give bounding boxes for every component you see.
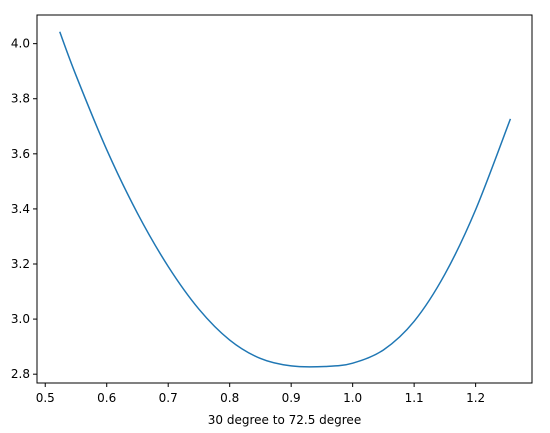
y-tick-label: 3.2 xyxy=(11,257,30,271)
y-axis: 2.8 3.0 3.2 3.4 3.6 3.8 4.0 xyxy=(11,37,37,381)
x-tick-label: 0.7 xyxy=(159,391,178,405)
x-tick-label: 1.2 xyxy=(466,391,485,405)
x-tick-label: 0.9 xyxy=(282,391,301,405)
plot-area xyxy=(59,31,512,368)
series-line xyxy=(59,31,512,368)
plot-frame xyxy=(36,14,533,384)
y-tick-label: 3.0 xyxy=(11,312,30,326)
x-tick-label: 1.1 xyxy=(405,391,424,405)
y-tick-label: 2.8 xyxy=(11,367,30,381)
y-tick-label: 3.8 xyxy=(11,92,30,106)
y-tick-label: 3.4 xyxy=(11,202,30,216)
x-tick-label: 0.5 xyxy=(36,391,55,405)
x-tick-label: 0.6 xyxy=(97,391,116,405)
x-tick-label: 1.0 xyxy=(343,391,362,405)
y-tick-label: 3.6 xyxy=(11,147,30,161)
x-tick-label: 0.8 xyxy=(220,391,239,405)
y-tick-label: 4.0 xyxy=(11,37,30,51)
x-axis: 0.5 0.6 0.7 0.8 0.9 1.0 1.1 1.2 xyxy=(36,383,485,405)
x-axis-label: 30 degree to 72.5 degree xyxy=(208,413,361,427)
